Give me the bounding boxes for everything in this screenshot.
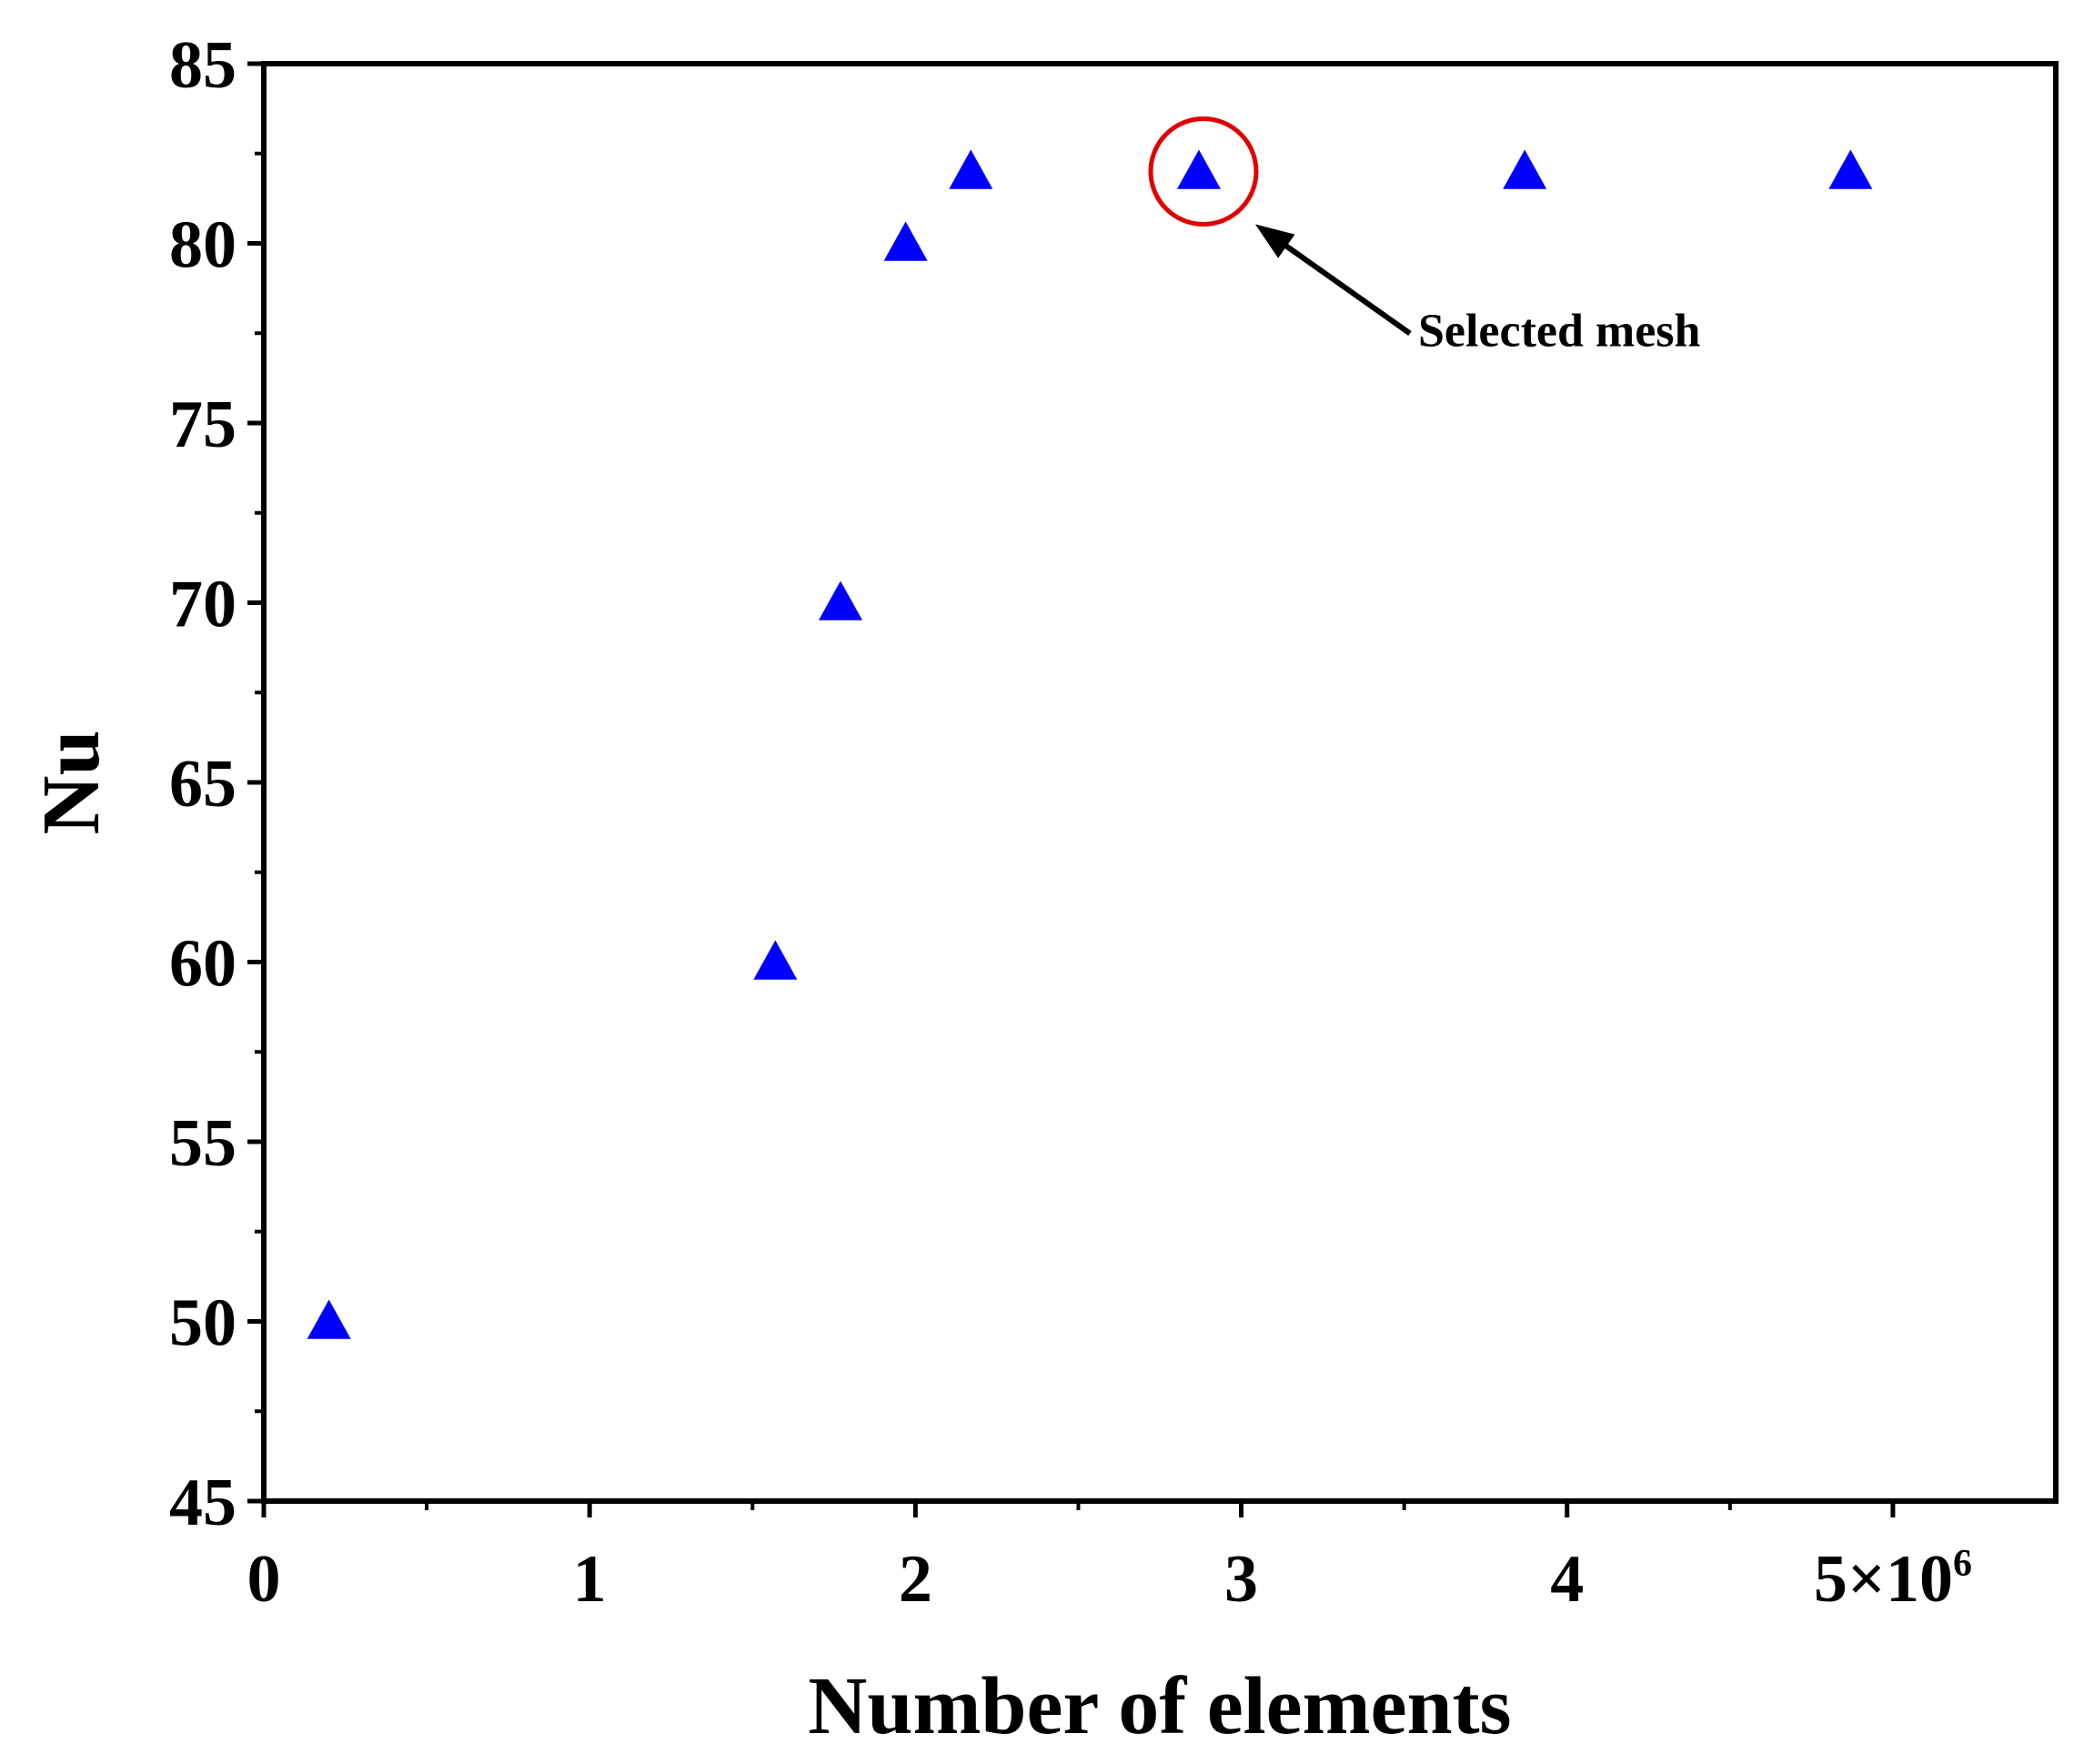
data-point-triangle	[307, 1299, 351, 1339]
y-tick-label: 85	[169, 28, 237, 103]
data-point-triangle	[818, 580, 862, 620]
selected-mesh-arrow-line	[1272, 235, 1412, 336]
y-axis-title: Nu	[26, 730, 116, 834]
x-tick-label: 1	[573, 1542, 607, 1617]
x-tick-label: 3	[1224, 1542, 1258, 1617]
y-tick-label: 45	[169, 1466, 237, 1540]
plot-frame	[261, 61, 2059, 1504]
selected-mesh-circle	[1148, 116, 1259, 227]
x-tick-label: 2	[899, 1542, 932, 1617]
data-point-triangle	[949, 149, 993, 189]
x-axis-tick-labels: 0 1 2 3 4 5×106	[247, 1542, 1972, 1617]
selected-mesh-annotation: Selected mesh	[1148, 116, 1701, 358]
x-tick-exponent: 6	[1953, 1543, 1972, 1585]
data-points	[307, 149, 1873, 1339]
y-tick-label: 75	[169, 388, 237, 462]
y-axis-ticks	[247, 61, 264, 1504]
selected-mesh-label: Selected mesh	[1418, 306, 1701, 358]
x-axis-title: Number of elements	[808, 1661, 1511, 1751]
data-point-triangle	[883, 221, 928, 261]
y-tick-label: 50	[169, 1286, 237, 1361]
x-tick-label: 4	[1550, 1542, 1584, 1617]
y-axis-tick-labels: 45 50 55 60 65 70 75 80 85	[169, 28, 237, 1540]
data-point-triangle	[1176, 149, 1221, 189]
x-tick-label: 0	[247, 1542, 281, 1617]
y-tick-label: 80	[169, 208, 237, 283]
x-tick-label: 5×106	[1814, 1542, 1972, 1617]
selected-mesh-arrow-head	[1254, 224, 1295, 258]
y-tick-label: 65	[169, 747, 237, 822]
y-tick-label: 70	[169, 568, 237, 642]
data-point-triangle	[1503, 149, 1547, 189]
data-point-triangle	[1828, 149, 1873, 189]
y-tick-label: 60	[169, 927, 237, 1002]
y-tick-label: 55	[169, 1106, 237, 1181]
x-axis-ticks	[261, 1501, 1896, 1517]
data-point-triangle	[753, 940, 798, 980]
